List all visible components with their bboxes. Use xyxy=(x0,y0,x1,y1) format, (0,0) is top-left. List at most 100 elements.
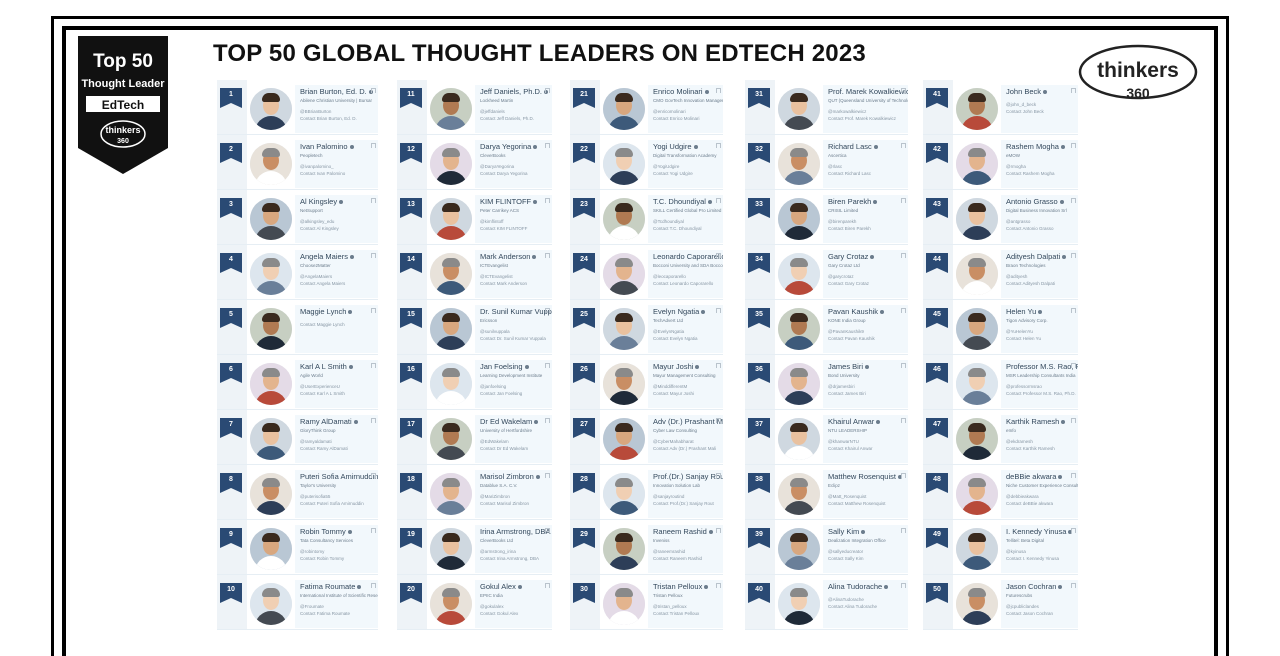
leader-row[interactable]: 38 Matthew Rosenquist Eclipz @Matt_Rosenqui… xyxy=(745,465,908,520)
leader-name[interactable]: Alina Tudorache xyxy=(828,582,908,592)
leader-name[interactable]: Dr Ed Wakelam xyxy=(480,417,552,427)
leader-name[interactable]: Puteri Sofia Amirnuddin xyxy=(300,472,378,482)
leader-name[interactable]: Gary Crotaz xyxy=(828,252,908,262)
bookmark-icon[interactable] xyxy=(545,88,550,93)
avatar[interactable] xyxy=(603,198,645,240)
leader-row[interactable]: 5 Maggie Lynch Contact Maggie Lynch xyxy=(217,300,378,355)
leader-row[interactable]: 25 Evelyn Ngatia TechAdvert Ltd @EvelynNgat… xyxy=(570,300,723,355)
leader-name-text[interactable]: Helen Yu xyxy=(1006,307,1037,316)
leader-name[interactable]: Al Kingsley xyxy=(300,197,378,207)
leader-row[interactable]: 50 Jason Cochran Futurescrubs @jcpublicland… xyxy=(923,575,1078,630)
leader-name[interactable]: Darya Yegorina xyxy=(480,142,552,152)
leader-handle[interactable]: @kimflintoff xyxy=(480,219,504,224)
avatar[interactable] xyxy=(778,253,820,295)
bookmark-icon[interactable] xyxy=(901,583,906,588)
contact-link[interactable]: Contact Khairul Anwar xyxy=(828,446,873,451)
leader-row[interactable]: 16 Jan Foelsing Learning Development Insti… xyxy=(397,355,552,410)
contact-link[interactable]: Contact James Biri xyxy=(828,391,866,396)
leader-row[interactable]: 31 Prof. Marek Kowalkiewicz QUT (Queenslan… xyxy=(745,80,908,135)
leader-row[interactable]: 27 Adv (Dr.) Prashant Mali Cyber Law Consu… xyxy=(570,410,723,465)
bookmark-icon[interactable] xyxy=(901,528,906,533)
leader-name-text[interactable]: Karl A L Smith xyxy=(300,362,347,371)
bookmark-icon[interactable] xyxy=(371,308,376,313)
avatar[interactable] xyxy=(956,418,998,460)
leader-handle[interactable]: @debbieakwara xyxy=(1006,494,1039,499)
leader-name-text[interactable]: Richard Lasc xyxy=(828,142,872,151)
contact-link[interactable]: Contact Prof. Marek Kowalkiewicz xyxy=(828,116,897,121)
bookmark-icon[interactable] xyxy=(545,583,550,588)
leader-row[interactable]: 2 Ivan Palomino Peopletech @ivanpalomino_ Co… xyxy=(217,135,378,190)
bookmark-icon[interactable] xyxy=(1071,583,1076,588)
leader-name[interactable]: Irina Armstrong, DBA xyxy=(480,527,552,537)
leader-row[interactable]: 33 Biren Parekh CRISIL Limited @birenparekh… xyxy=(745,190,908,245)
leader-handle[interactable]: @jcpubliclandes xyxy=(1006,604,1039,609)
bookmark-icon[interactable] xyxy=(901,253,906,258)
leader-name[interactable]: John Beck xyxy=(1006,87,1078,97)
leader-handle[interactable]: @EdWakelam xyxy=(480,439,509,444)
bookmark-icon[interactable] xyxy=(545,363,550,368)
leader-handle[interactable]: @MinddifferentM xyxy=(653,384,688,389)
leader-name-text[interactable]: John Beck xyxy=(1006,87,1042,96)
leader-name[interactable]: Fatima Roumate xyxy=(300,582,378,592)
contact-link[interactable]: Contact Darya Yegorina xyxy=(480,171,528,176)
contact-link[interactable]: Contact T.C. Dhoundiyal xyxy=(653,226,702,231)
leader-name[interactable]: Prof.(Dr.) Sanjay Rout xyxy=(653,472,723,482)
contact-link[interactable]: Contact Ramy AlDamati xyxy=(300,446,348,451)
leader-row[interactable]: 3 Al Kingsley NetSupport @alkingsley_edu Con… xyxy=(217,190,378,245)
leader-name-text[interactable]: Jan Foelsing xyxy=(480,362,523,371)
leader-handle[interactable]: @rmogha xyxy=(1006,164,1026,169)
leader-handle[interactable]: @professormsrao xyxy=(1006,384,1042,389)
leader-name-text[interactable]: I. Kennedy Yinusa xyxy=(1006,527,1067,536)
bookmark-icon[interactable] xyxy=(371,198,376,203)
leader-name-text[interactable]: Darya Yegorina xyxy=(480,142,532,151)
bookmark-icon[interactable] xyxy=(371,583,376,588)
leader-handle[interactable]: @Matt_Rosenquist xyxy=(828,494,867,499)
contact-link[interactable]: Contact Prof.(Dr.) Sanjay Rout xyxy=(653,501,714,506)
avatar[interactable] xyxy=(250,528,292,570)
contact-link[interactable]: Contact Gokul Alex xyxy=(480,611,519,616)
leader-handle[interactable]: @birenparekh xyxy=(828,219,857,224)
avatar[interactable] xyxy=(778,418,820,460)
leader-row[interactable]: 34 Gary Crotaz Gary Crotaz Ltd @garycrotaz C… xyxy=(745,245,908,300)
leader-name-text[interactable]: Marisol Zimbron xyxy=(480,472,534,481)
leader-name-text[interactable]: Matthew Rosenquist xyxy=(828,472,896,481)
leader-row[interactable]: 49 I. Kennedy Yinusa Tellitel: Beta Digita… xyxy=(923,520,1078,575)
avatar[interactable] xyxy=(250,308,292,350)
bookmark-icon[interactable] xyxy=(1071,528,1076,533)
leader-name-text[interactable]: Angela Maiers xyxy=(300,252,348,261)
contact-link[interactable]: Contact Al Kingsley xyxy=(300,226,339,231)
leader-handle[interactable]: @sallyeducreator xyxy=(828,549,864,554)
leader-row[interactable]: 26 Mayur Joshi Mayur Management Consulting… xyxy=(570,355,723,410)
leader-handle[interactable]: @AlinaTudorache xyxy=(828,597,864,602)
leader-name[interactable]: Dr. Sunil Kumar Vuppala xyxy=(480,307,552,317)
leader-row[interactable]: 23 T.C. Dhoundiyal SKILL Certified Global … xyxy=(570,190,723,245)
bookmark-icon[interactable] xyxy=(545,308,550,313)
bookmark-icon[interactable] xyxy=(716,528,721,533)
avatar[interactable] xyxy=(430,198,472,240)
leader-row[interactable]: 24 Leonardo Caporarello Bocconi University… xyxy=(570,245,723,300)
leader-name[interactable]: Adv (Dr.) Prashant Mali xyxy=(653,417,723,427)
leader-name-text[interactable]: Dr. Sunil Kumar Vuppala xyxy=(480,307,552,316)
bookmark-icon[interactable] xyxy=(901,418,906,423)
avatar[interactable] xyxy=(430,88,472,130)
bookmark-icon[interactable] xyxy=(371,528,376,533)
bookmark-icon[interactable] xyxy=(901,88,906,93)
leader-name[interactable]: Jan Foelsing xyxy=(480,362,552,372)
contact-link[interactable]: Contact Marisol Zimbron xyxy=(480,501,530,506)
leader-row[interactable]: 13 KIM FLINTOFF Peter Carrikey ACS @kimflin… xyxy=(397,190,552,245)
leader-name-text[interactable]: Jeff Daniels, Ph.D. xyxy=(480,87,542,96)
leader-name-text[interactable]: Al Kingsley xyxy=(300,197,338,206)
leader-name-text[interactable]: Pavan Kaushik xyxy=(828,307,879,316)
contact-link[interactable]: Contact Karl A L Smith xyxy=(300,391,345,396)
bookmark-icon[interactable] xyxy=(716,88,721,93)
bookmark-icon[interactable] xyxy=(1071,308,1076,313)
contact-link[interactable]: Contact Sally Kim xyxy=(828,556,864,561)
leader-row[interactable]: 10 Fatima Roumate International Institute … xyxy=(217,575,378,630)
leader-name[interactable]: Tristan Pelloux xyxy=(653,582,723,592)
leader-row[interactable]: 44 Adityesh Dalpati Braon Technologies @adi… xyxy=(923,245,1078,300)
contact-link[interactable]: Contact Angela Maiers xyxy=(300,281,346,286)
leader-handle[interactable]: @adityesh xyxy=(1006,274,1028,279)
bookmark-icon[interactable] xyxy=(1071,198,1076,203)
bookmark-icon[interactable] xyxy=(716,363,721,368)
leader-name-text[interactable]: Sally Kim xyxy=(828,527,860,536)
